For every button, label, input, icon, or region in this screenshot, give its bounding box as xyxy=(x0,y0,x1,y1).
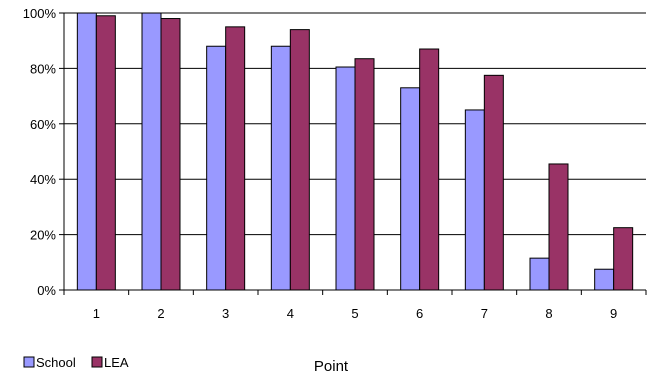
x-tick-label: 7 xyxy=(481,306,488,321)
legend-label-school: School xyxy=(36,355,76,370)
bar-lea-5 xyxy=(354,58,375,291)
bar-lea-7 xyxy=(483,74,504,291)
y-tick-label: 60% xyxy=(30,117,56,132)
y-tick-label: 0% xyxy=(37,283,56,298)
bar-lea-4 xyxy=(289,29,310,291)
x-tick-label: 5 xyxy=(351,306,358,321)
bar-lea-6 xyxy=(419,48,440,291)
bar-school-3 xyxy=(206,45,227,291)
bar-school-9 xyxy=(594,268,615,291)
x-tick-label: 8 xyxy=(545,306,552,321)
y-tick-label: 20% xyxy=(30,228,56,243)
legend-swatch-school xyxy=(23,356,35,368)
x-tick-label: 2 xyxy=(157,306,164,321)
x-tick-label: 1 xyxy=(93,306,100,321)
bar-school-2 xyxy=(141,12,162,291)
bar-school-6 xyxy=(400,87,421,291)
bar-school-1 xyxy=(76,12,97,291)
x-tick-label: 3 xyxy=(222,306,229,321)
bar-lea-9 xyxy=(613,227,634,291)
x-tick-label: 4 xyxy=(287,306,294,321)
y-tick-label: 40% xyxy=(30,172,56,187)
y-tick-label: 100% xyxy=(23,6,57,21)
bar-school-7 xyxy=(464,109,485,291)
bar-lea-2 xyxy=(160,18,181,291)
bar-school-5 xyxy=(335,66,356,291)
legend-swatch-lea xyxy=(91,356,103,368)
bar-lea-3 xyxy=(225,26,246,291)
bar-school-4 xyxy=(270,45,291,291)
bar-school-8 xyxy=(529,257,550,291)
x-axis-title: Point xyxy=(314,358,349,375)
bar-lea-1 xyxy=(95,15,116,291)
x-tick-label: 6 xyxy=(416,306,423,321)
x-tick-label: 9 xyxy=(610,306,617,321)
legend-label-lea: LEA xyxy=(104,355,129,370)
bar-lea-8 xyxy=(548,163,569,291)
y-tick-label: 80% xyxy=(30,61,56,76)
